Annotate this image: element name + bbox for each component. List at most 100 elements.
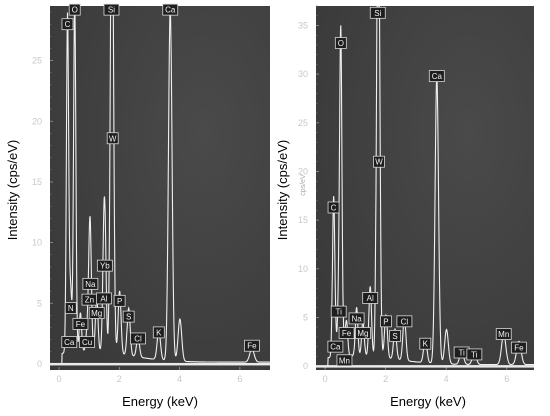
right-peak-label-box bbox=[369, 6, 386, 19]
right-peak-label: Ti bbox=[336, 308, 343, 317]
left-peak-label-box bbox=[61, 336, 78, 348]
left-y-tick-label: 10 bbox=[32, 238, 42, 248]
left-peak-label-box bbox=[64, 302, 77, 315]
right-peak-label-box bbox=[338, 327, 355, 339]
right-peak-label-box bbox=[373, 155, 385, 168]
left-baseline bbox=[50, 362, 270, 366]
right-peak-label: Mn bbox=[498, 330, 509, 339]
left-peak-label-box bbox=[244, 339, 260, 352]
right-peak-label-box bbox=[510, 341, 527, 354]
left-peak-label-box bbox=[122, 310, 135, 323]
right-y-tick-label: 35 bbox=[298, 20, 308, 30]
left-plot-background bbox=[50, 6, 270, 370]
right-peak-label: Ca bbox=[330, 343, 341, 352]
right-peak-label: Mn bbox=[339, 356, 350, 365]
right-y-tick-label: 0 bbox=[303, 361, 308, 371]
right-peak-label: Fe bbox=[342, 329, 352, 338]
right-peak-label: O bbox=[338, 39, 344, 48]
left-peak-label: O bbox=[72, 6, 78, 15]
right-peak-label-box bbox=[419, 337, 432, 350]
left-x-axis-label: Energy (keV) bbox=[122, 394, 198, 409]
left-y-axis-label: Intensity (cps/eV) bbox=[5, 140, 20, 240]
right-peak-label: C bbox=[331, 203, 337, 212]
right-peak-label: Ti bbox=[471, 350, 478, 359]
left-peak-label-box bbox=[82, 277, 99, 290]
left-y-tick-label: 0 bbox=[37, 359, 42, 369]
left-peak-label-box bbox=[162, 3, 179, 16]
right-peak-label-box bbox=[334, 37, 347, 49]
left-peak-label: Ca bbox=[64, 338, 75, 347]
right-x-tick-label: 4 bbox=[444, 374, 449, 384]
left-peak-label-box bbox=[72, 317, 89, 330]
right-spectrum-panel: Intensity (cps/eV) cps/eV Energy (keV) 0… bbox=[275, 5, 534, 409]
left-y-tick-label: 5 bbox=[37, 298, 42, 308]
right-peak-label-box bbox=[355, 327, 371, 339]
right-peak-label: S bbox=[392, 332, 397, 341]
right-peak-label-box bbox=[495, 328, 512, 340]
left-peak-label-box bbox=[106, 132, 119, 145]
right-x-tick-label: 6 bbox=[504, 374, 509, 384]
right-peak-label-box bbox=[327, 201, 340, 214]
right-y-tick-label: 10 bbox=[298, 264, 308, 274]
left-y-tick-label: 15 bbox=[32, 177, 42, 187]
left-x-tick-label: 6 bbox=[237, 374, 242, 384]
left-peak-label: Cl bbox=[134, 334, 142, 343]
left-y-tick-label: 25 bbox=[32, 56, 42, 66]
right-peak-label-box bbox=[336, 354, 353, 367]
right-unit-label: cps/eV bbox=[300, 174, 307, 196]
right-peak-label-box bbox=[348, 312, 365, 325]
left-x-tick-label: 4 bbox=[177, 374, 182, 384]
left-peak-label: Fe bbox=[76, 320, 86, 329]
right-plot-background bbox=[316, 6, 534, 370]
right-y-tick-label: 20 bbox=[298, 166, 308, 176]
right-peak-label-box bbox=[330, 305, 347, 318]
left-peak-label-box bbox=[88, 307, 105, 319]
right-peak-label: W bbox=[375, 158, 383, 167]
left-y-tick-label: 20 bbox=[32, 116, 42, 126]
right-peak-label-box bbox=[327, 340, 344, 353]
left-peak-label-box bbox=[68, 3, 81, 16]
left-spectrum-panel: Intensity (cps/eV) Energy (keV) 05101520… bbox=[5, 3, 270, 409]
left-peak-label: N bbox=[68, 304, 74, 313]
right-peak-label-box bbox=[466, 348, 483, 361]
left-peak-label: Ca bbox=[165, 6, 176, 15]
left-x-tick-label: 2 bbox=[117, 374, 122, 384]
left-peak-label-box bbox=[130, 332, 146, 345]
left-peak-label: Al bbox=[100, 294, 107, 303]
right-y-tick-label: 15 bbox=[298, 215, 308, 225]
left-peak-label-box bbox=[61, 18, 74, 31]
right-peak-label: Na bbox=[351, 314, 362, 323]
left-x-tick-label: 0 bbox=[57, 374, 62, 384]
left-peak-label: C bbox=[65, 20, 71, 29]
left-peak-label: Zn bbox=[85, 296, 94, 305]
right-x-axis-label: Energy (keV) bbox=[390, 394, 466, 409]
left-peak-label: Fe bbox=[247, 342, 257, 351]
right-peak-label: Al bbox=[367, 294, 374, 303]
right-baseline bbox=[316, 365, 534, 368]
right-peak-label-box bbox=[362, 292, 379, 304]
left-peak-label-box bbox=[79, 336, 95, 348]
left-peak-label-box bbox=[96, 292, 112, 305]
right-peak-label-box bbox=[428, 70, 445, 82]
right-peak-label: Mg bbox=[357, 329, 368, 338]
left-peak-label: S bbox=[126, 313, 131, 322]
right-peak-label-box bbox=[380, 315, 392, 328]
left-peak-label: Mg bbox=[91, 309, 102, 318]
right-peak-label: K bbox=[423, 340, 429, 349]
right-x-tick-label: 0 bbox=[323, 374, 328, 384]
right-peak-label: Fe bbox=[514, 344, 524, 353]
left-peak-label: W bbox=[109, 134, 117, 143]
right-peak-label: Ca bbox=[432, 72, 443, 81]
right-peak-label: Ti bbox=[458, 348, 465, 357]
right-y-tick-label: 5 bbox=[303, 312, 308, 322]
right-y-tick-label: 25 bbox=[298, 118, 308, 128]
right-peak-label: P bbox=[383, 317, 388, 326]
left-peak-label-box bbox=[152, 326, 165, 339]
left-peak-label: K bbox=[156, 328, 162, 337]
right-peak-label-box bbox=[389, 330, 401, 342]
left-peak-label-box bbox=[113, 294, 126, 307]
right-peak-label-box bbox=[396, 315, 413, 328]
left-peak-label: Cu bbox=[82, 338, 92, 347]
right-peak-label: Cl bbox=[401, 317, 409, 326]
